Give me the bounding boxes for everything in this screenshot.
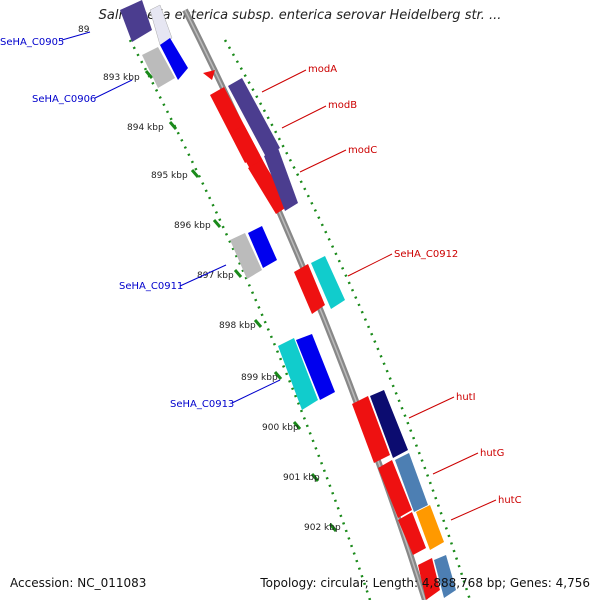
gc-curve-inner [128,39,372,600]
gene-arrow-modC [248,160,290,214]
gene-label-hutI[interactable]: hutI [456,392,476,403]
gene-arrow-SeHA-C0912-cyan [311,256,345,309]
gene-label-hutG[interactable]: hutG [480,448,504,459]
gene-arrow-modA-purple [228,78,280,157]
gene-label-SeHA-C0905[interactable]: SeHA_C0905 [0,37,64,48]
gene-arrow-hutG-steel [395,453,428,512]
gene-arrow-SeHA-C0912 [294,264,325,314]
gene-arrow-hutG [378,460,412,518]
gene-label-SeHA-C0912[interactable]: SeHA_C0912 [394,249,458,260]
tick-label: 899 kbp [241,373,278,383]
tick-label: 894 kbp [127,123,164,133]
gene-label-modB[interactable]: modB [328,100,357,111]
gene-arrow-SeHA-C0911-blue [248,226,277,268]
tick-label: 897 kbp [197,271,234,281]
gene-arrow [120,0,152,42]
map-title: Salmonella enterica subsp. enterica sero… [98,8,502,23]
gene-arrow-hutI-navy [370,390,408,458]
tick-label: 900 kbp [262,423,299,433]
tick-label: 896 kbp [174,221,211,231]
gene-label-hutC[interactable]: hutC [498,495,522,506]
tick-label-top-fragment: 89 [78,25,90,35]
tick-marks [144,70,338,532]
gene-blocks[interactable] [120,0,456,600]
tick-label: 902 kbp [304,523,341,533]
gene-arrow-SeHA-C0913 [278,338,318,410]
tick-label: 893 kbp [103,73,140,83]
gene-arrow [418,558,440,600]
gene-label-modA[interactable]: modA [308,64,337,75]
topology-summary: Topology: circular; Length: 4,888,768 bp… [260,576,590,590]
gene-arrow-hutI [352,396,390,463]
gene-label-SeHA-C0906[interactable]: SeHA_C0906 [32,94,96,105]
gene-arrow [434,555,456,598]
gene-arrow-hutC-orange [416,505,444,550]
gene-arrow-modC-purple [264,148,298,211]
gene-arrow [160,38,188,80]
gene-arrow [149,4,173,46]
gene-label-SeHA-C0911[interactable]: SeHA_C0911 [119,281,183,292]
gene-arrow-hutC [398,512,426,555]
gene-arrow-SeHA-C0911 [230,233,262,279]
gene-arrow-SeHA-C0913-blue [296,334,335,400]
gene-label-modC[interactable]: modC [348,145,377,156]
gene-arrow [203,70,215,80]
tick-label: 901 kbp [283,473,320,483]
gc-curves [128,39,472,600]
tick-label: 895 kbp [151,171,188,181]
gene-arrow [142,47,175,88]
accession-label: Accession: NC_011083 [10,576,147,590]
tick-label: 898 kbp [219,321,256,331]
gene-label-SeHA-C0913[interactable]: SeHA_C0913 [170,399,234,410]
label-leader-lines [61,31,497,521]
